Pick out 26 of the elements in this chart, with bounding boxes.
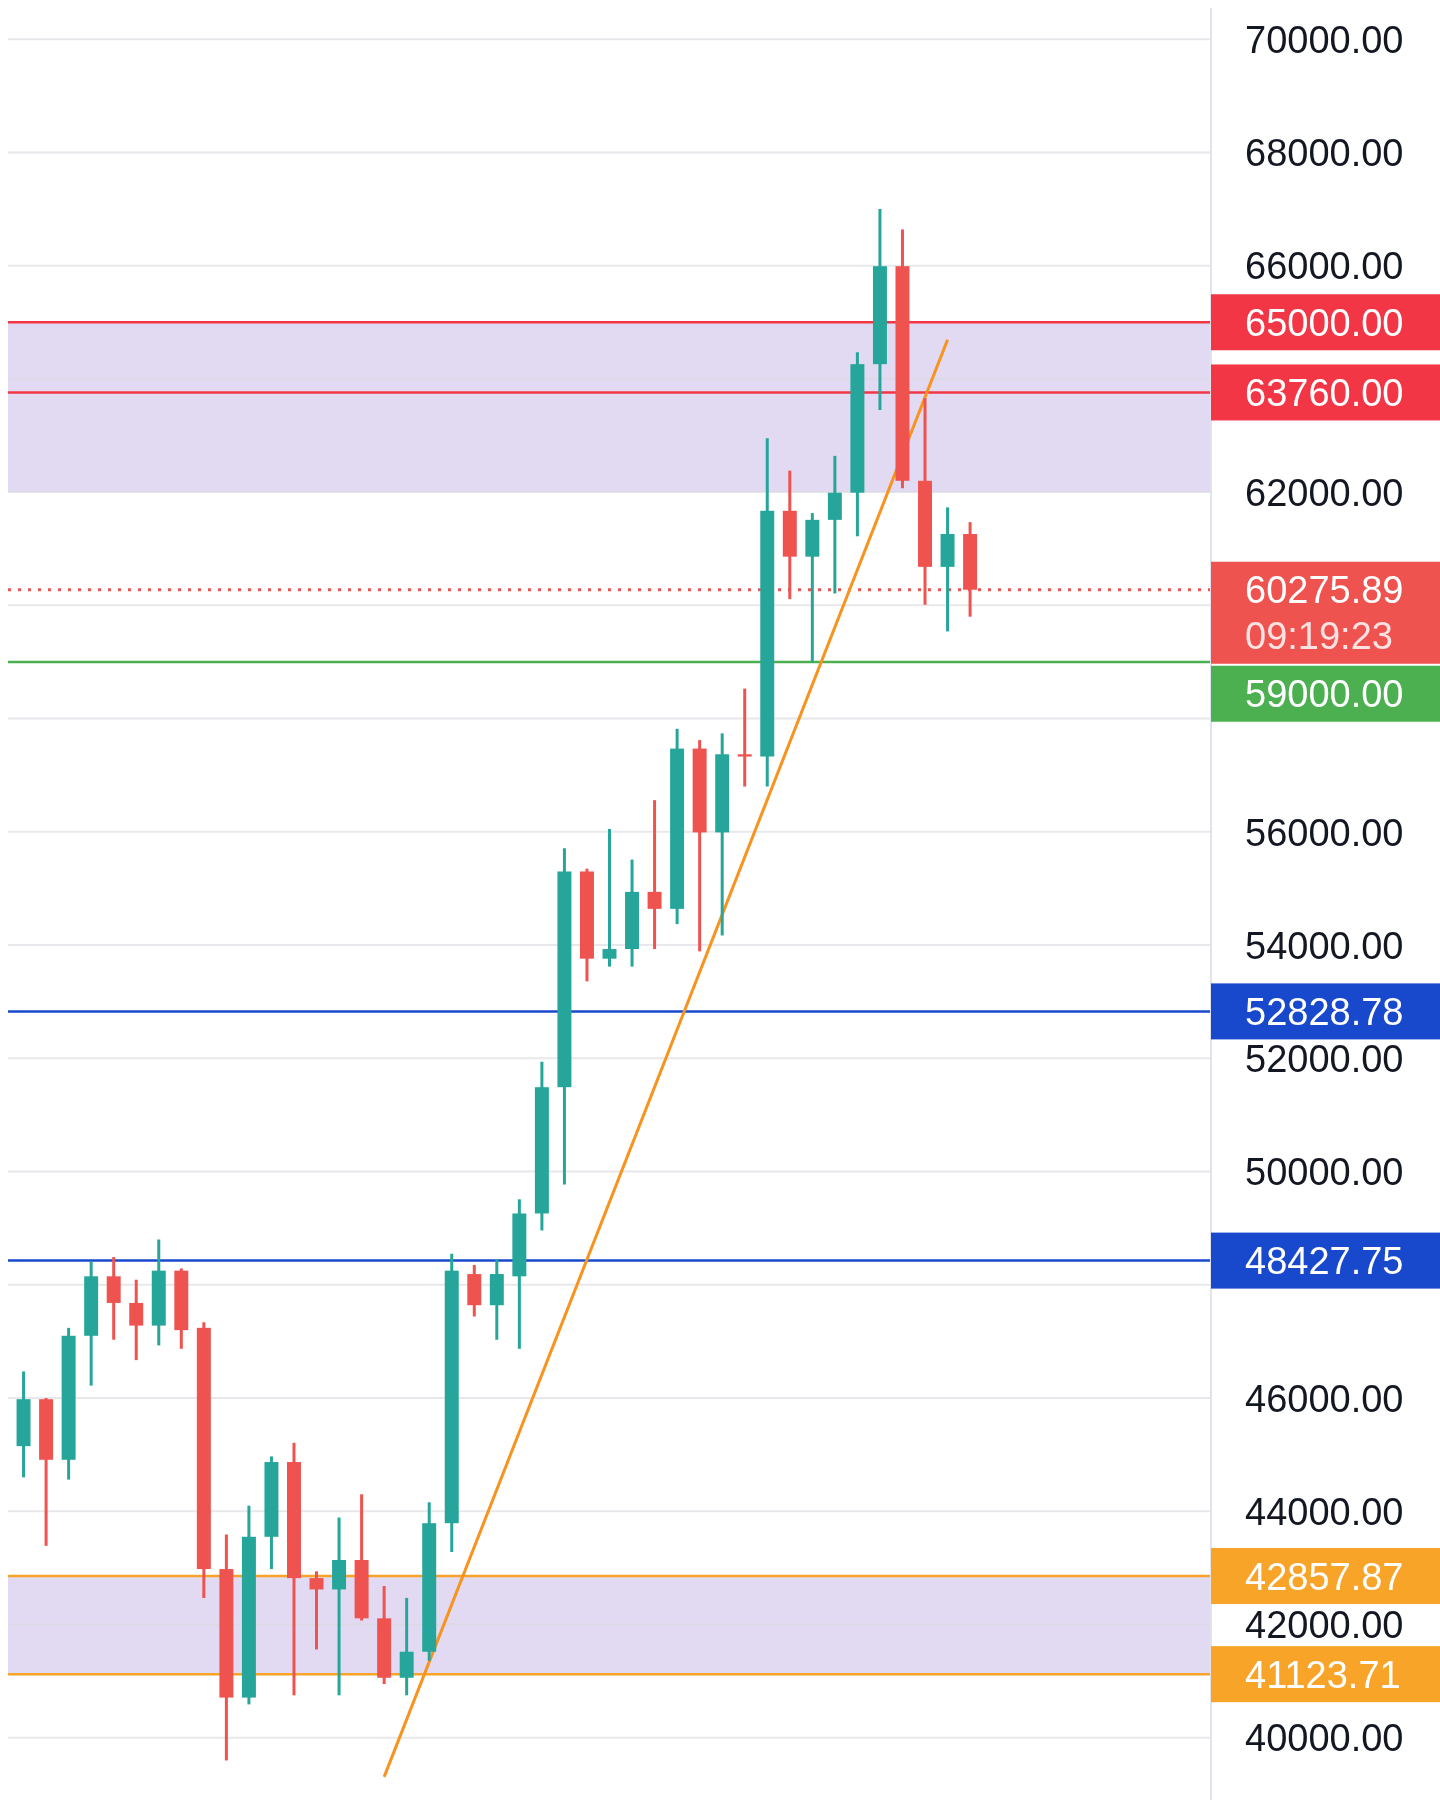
- candlestick: [129, 1279, 144, 1362]
- y-tick-label: 56000.00: [1245, 811, 1404, 854]
- ref-line-label: 63760.00: [1245, 372, 1404, 415]
- ref-line-label: 42857.87: [1245, 1555, 1404, 1598]
- y-tick-label: 52000.00: [1245, 1038, 1404, 1081]
- y-tick-label: 66000.00: [1245, 245, 1404, 288]
- ref-line-label: 65000.00: [1245, 301, 1404, 344]
- y-tick-label: 46000.00: [1245, 1377, 1404, 1420]
- y-tick-label: 40000.00: [1245, 1717, 1404, 1760]
- y-tick-label: 68000.00: [1245, 132, 1404, 175]
- candlestick: [602, 829, 617, 967]
- y-tick-label: 44000.00: [1245, 1490, 1404, 1533]
- candlestick: [647, 800, 662, 951]
- y-tick-label: 62000.00: [1245, 471, 1404, 514]
- ref-line-label: 41123.71: [1245, 1653, 1401, 1696]
- ref-line-label: 59000.00: [1245, 673, 1404, 716]
- ref-line-label: 60275.89: [1245, 569, 1404, 612]
- y-tick-label: 42000.00: [1245, 1604, 1404, 1647]
- y-tick-label: 70000.00: [1245, 18, 1404, 61]
- candlestick: [737, 688, 752, 787]
- candlestick: [309, 1571, 324, 1650]
- ref-line-label: 48427.75: [1245, 1240, 1404, 1283]
- y-tick-label: 54000.00: [1245, 924, 1404, 967]
- ref-line-label: 52828.78: [1245, 991, 1404, 1034]
- y-tick-label: 50000.00: [1245, 1151, 1404, 1194]
- text: 09:19:23: [1245, 615, 1393, 658]
